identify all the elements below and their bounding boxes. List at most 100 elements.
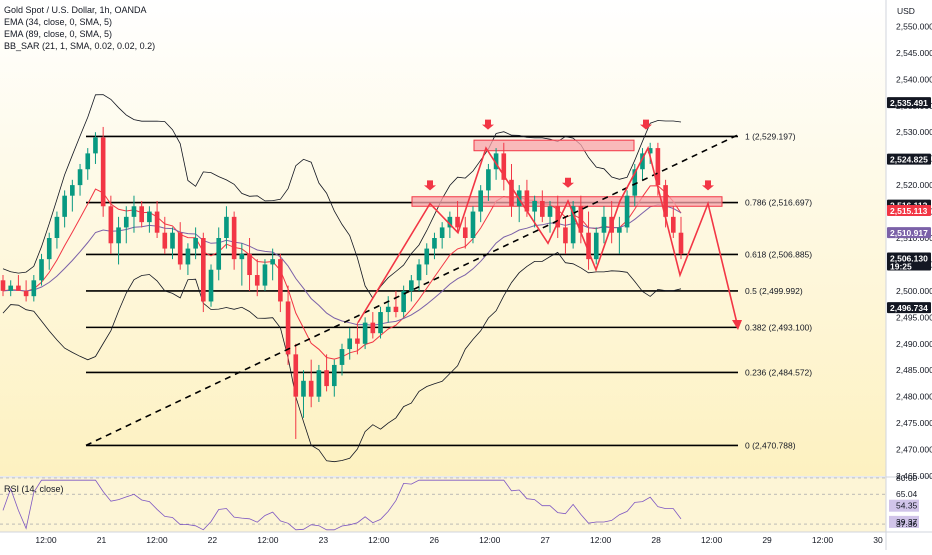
candle-body (670, 216, 676, 233)
candle-body (563, 227, 568, 244)
candle-body (262, 264, 268, 286)
time-tick-label: 12:00 (590, 535, 612, 545)
candle-body (570, 206, 576, 244)
rsi-value-badge (889, 499, 919, 512)
price-badge (887, 227, 931, 239)
price-tick-label: 2,480.000 (896, 392, 932, 402)
candle-body (16, 285, 21, 291)
price-badge-label: 2,496.734 (890, 303, 928, 313)
price-badge-label: 2,510.917 (890, 228, 928, 238)
candle-body (316, 370, 322, 397)
candle-body (663, 185, 668, 217)
candle-body (678, 232, 684, 254)
time-tick-label: 28 (651, 535, 661, 545)
candle-body (632, 169, 638, 196)
time-tick-label: 26 (430, 535, 440, 545)
candle-body (8, 285, 14, 291)
price-axis[interactable]: 2,550.0002,545.0002,540.0002,535.0002,53… (896, 21, 932, 481)
rsi-axis-label: 37.36 (896, 519, 918, 529)
price-tick-label: 2,495.000 (896, 312, 932, 322)
price-badge (887, 252, 931, 271)
time-tick-label: 21 (97, 535, 107, 545)
price-badge-label: 2,535.491 (890, 98, 928, 108)
symbol-title[interactable]: Gold Spot / U.S. Dollar, 1h, OANDA (4, 5, 147, 15)
candle-body (301, 380, 306, 397)
rsi-background (0, 478, 886, 532)
candle-body (278, 259, 283, 302)
candle-body (393, 306, 399, 313)
time-tick-label: 12:00 (35, 535, 57, 545)
candle-body (416, 264, 422, 281)
drawings[interactable] (85, 119, 742, 447)
candle-body (208, 269, 214, 302)
rsi-line (2, 479, 682, 531)
candle-body (593, 232, 599, 260)
price-badge-label: 2,524.825 (890, 155, 928, 165)
candle-body (617, 227, 622, 233)
candle-body (70, 185, 75, 196)
candle-body (293, 354, 299, 397)
fib-level-label: 0.382 (2,493.100) (745, 322, 812, 332)
price-tick-label: 2,530.000 (896, 127, 932, 137)
upper-band (2, 94, 682, 299)
candle-body (154, 211, 160, 233)
candle-body (162, 232, 168, 249)
currency-label[interactable]: USD (897, 6, 915, 16)
down-arrow-marker (562, 177, 574, 188)
candle-body (0, 280, 6, 291)
time-tick-label: 29 (762, 535, 772, 545)
candle-body (355, 338, 360, 344)
time-tick-label: 23 (319, 535, 329, 545)
candle-body (401, 290, 406, 313)
candle-body (347, 338, 353, 350)
candle-body (324, 370, 329, 387)
price-badge (887, 97, 931, 109)
price-badges: 2,535.4912,524.8252,516.1122,515.1132,51… (887, 97, 931, 314)
candle-body (123, 216, 129, 228)
ema-89-label[interactable]: EMA (89, close, 0, SMA, 5) (4, 29, 113, 39)
candle-body (647, 148, 653, 154)
candle-body (339, 349, 345, 365)
price-tick-label: 2,470.000 (896, 445, 932, 455)
time-axis[interactable]: 12:00 21 12:00 22 12:00 23 12:00 26 12:00 27 12:00… (35, 535, 883, 545)
upper-resistance-zone (473, 139, 635, 152)
candle-body (147, 211, 152, 223)
candle-body (601, 216, 607, 233)
bb-sar-label[interactable]: BB_SAR (21, 1, SMA, 0.02, 0.02, 0.2) (4, 41, 156, 51)
ema-34-label[interactable]: EMA (34, close, 0, SMA, 5) (4, 17, 113, 27)
countdown-label: 19:25 (890, 261, 912, 271)
time-tick-label: 30 (873, 535, 883, 545)
candle-body (409, 280, 414, 291)
candle-body (201, 238, 206, 302)
candle-body (362, 322, 368, 344)
candle-body (231, 216, 237, 260)
zigzag-projection (357, 145, 739, 328)
candle-body (54, 216, 60, 238)
candle-body (509, 179, 514, 207)
rsi-axis-label: 54.35 (896, 501, 918, 511)
rsi-label[interactable]: RSI (14, close) (4, 484, 64, 494)
time-tick-label: 12:00 (368, 535, 390, 545)
candle-body (624, 195, 630, 228)
fib-level-label: 1 (2,529.197) (745, 131, 796, 141)
price-badge (887, 302, 931, 314)
candle-body (239, 253, 245, 260)
candle-body (486, 169, 491, 191)
candle-body (385, 306, 391, 313)
candle-body (100, 137, 106, 207)
price-tick-label: 2,520.000 (896, 180, 932, 190)
candle-body (640, 153, 645, 170)
candle-body (555, 206, 561, 228)
candle-body (447, 216, 453, 228)
candle-body (177, 232, 183, 265)
candle-body (655, 148, 661, 186)
candle-body (139, 206, 144, 223)
candle-body (285, 301, 291, 355)
candle-body (470, 211, 476, 238)
time-tick-label: 27 (540, 535, 550, 545)
candle-body (501, 153, 507, 180)
price-badge-label: 2,515.113 (890, 206, 928, 216)
